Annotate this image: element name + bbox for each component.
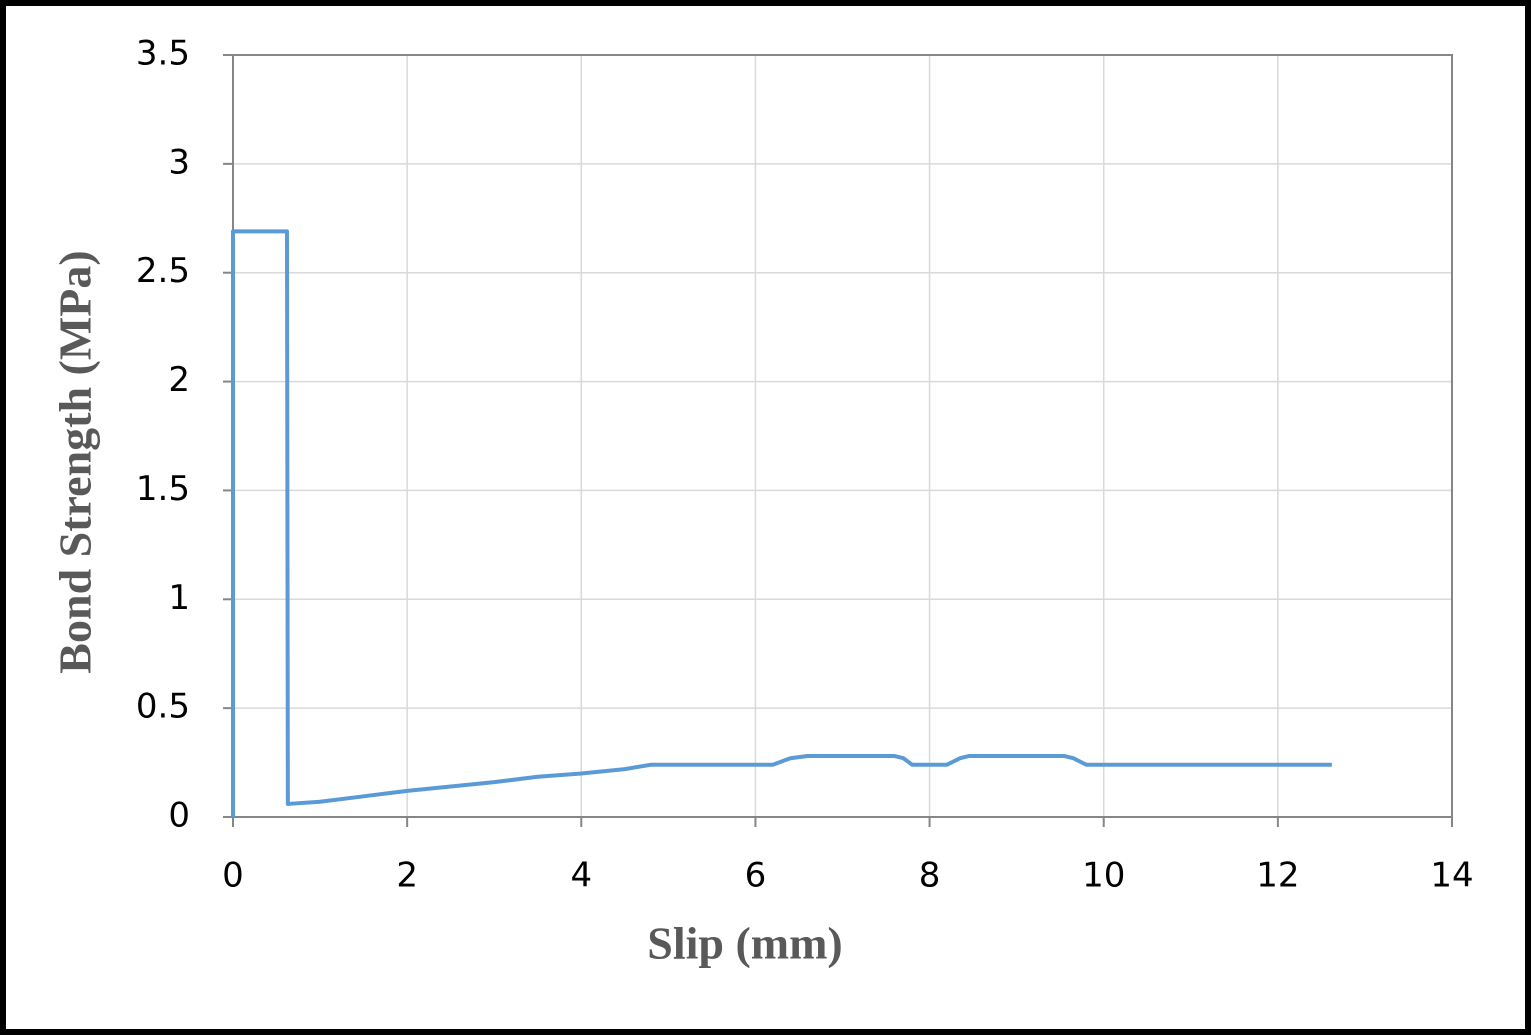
y-axis-title: Bond Strength (MPa) bbox=[50, 250, 101, 673]
y-tick-label: 1.5 bbox=[136, 469, 190, 509]
x-tick-label: 12 bbox=[1256, 856, 1299, 896]
y-tick-label: 3.5 bbox=[136, 34, 190, 74]
x-tick-label: 10 bbox=[1082, 856, 1125, 896]
data-line bbox=[231, 229, 1332, 817]
y-tick-label: 2 bbox=[168, 360, 190, 400]
x-tick-label: 14 bbox=[1430, 856, 1473, 896]
x-axis-title: Slip (mm) bbox=[647, 918, 843, 969]
y-tick-label: 0.5 bbox=[136, 687, 190, 727]
y-tick-label: 1 bbox=[168, 578, 190, 618]
x-tick-label: 6 bbox=[745, 856, 767, 896]
y-tick-label: 3 bbox=[168, 142, 190, 182]
x-tick-label: 2 bbox=[396, 856, 418, 896]
x-tick-label: 4 bbox=[570, 856, 592, 896]
x-tick-label: 8 bbox=[919, 856, 941, 896]
y-tick-label: 0 bbox=[168, 796, 190, 836]
y-tick-label: 2.5 bbox=[136, 251, 190, 291]
x-tick-label: 0 bbox=[222, 856, 244, 896]
